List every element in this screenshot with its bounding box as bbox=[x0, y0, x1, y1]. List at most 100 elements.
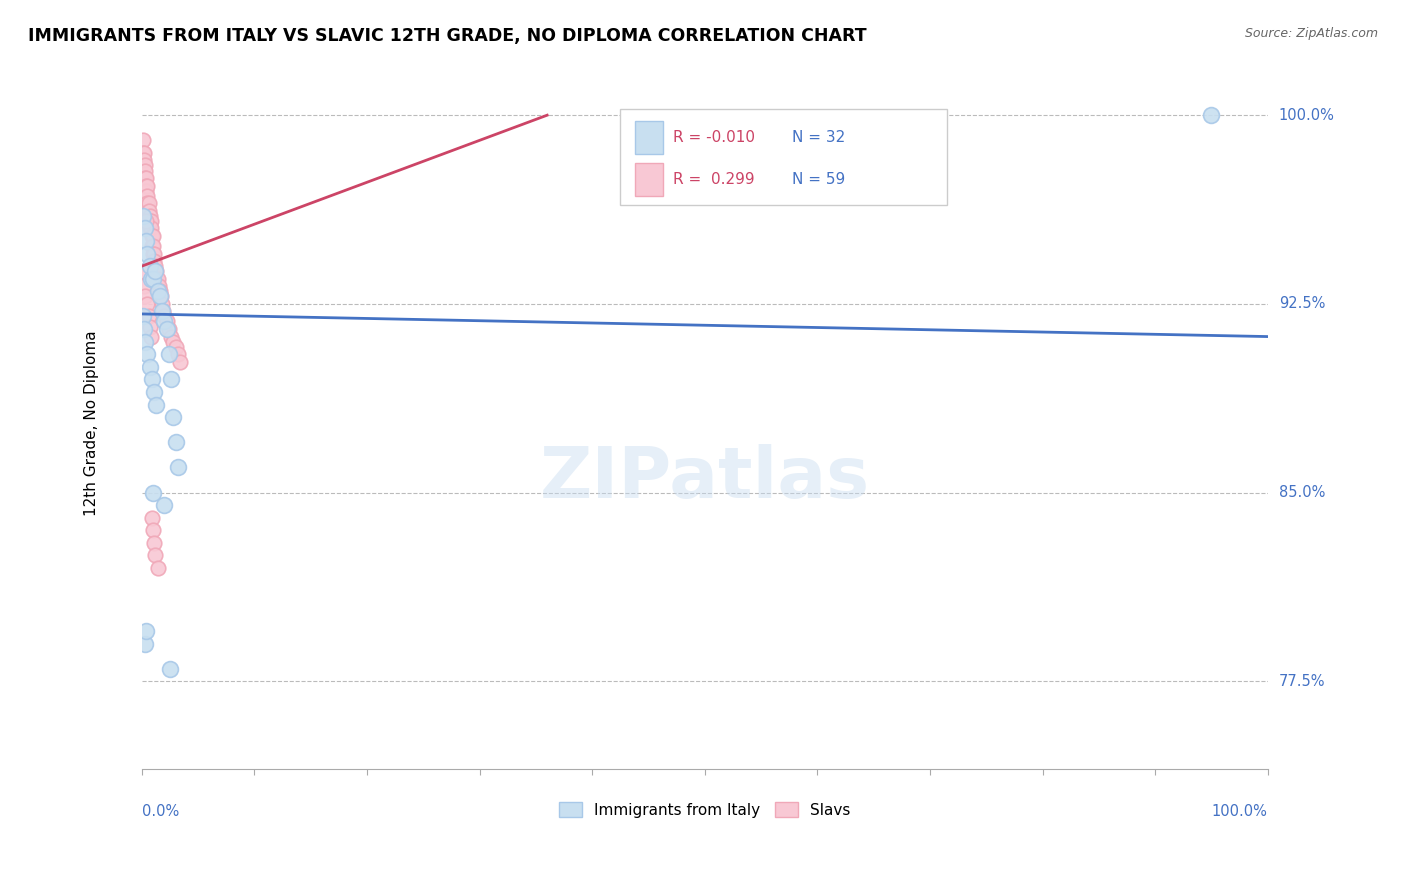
Text: 12th Grade, No Diploma: 12th Grade, No Diploma bbox=[84, 331, 98, 516]
Point bbox=[146, 561, 169, 575]
Point bbox=[135, 624, 157, 638]
Point bbox=[153, 498, 176, 512]
Point bbox=[165, 340, 187, 354]
Point bbox=[142, 246, 165, 260]
Point bbox=[169, 355, 191, 369]
Point bbox=[132, 209, 155, 223]
Point bbox=[134, 289, 156, 303]
Text: 100.0%: 100.0% bbox=[1279, 108, 1334, 123]
Point bbox=[153, 314, 176, 328]
Text: N = 59: N = 59 bbox=[792, 172, 845, 187]
Text: 85.0%: 85.0% bbox=[1279, 485, 1326, 500]
Point bbox=[135, 234, 157, 248]
Text: N = 32: N = 32 bbox=[792, 129, 845, 145]
Point bbox=[132, 310, 155, 324]
Point bbox=[148, 285, 170, 299]
Point bbox=[141, 510, 163, 524]
Point bbox=[1201, 108, 1223, 122]
Text: 100.0%: 100.0% bbox=[1212, 804, 1268, 819]
Point bbox=[150, 304, 173, 318]
Point bbox=[148, 279, 170, 293]
Point bbox=[162, 334, 184, 349]
Point bbox=[145, 264, 167, 278]
Point bbox=[162, 410, 184, 425]
Point bbox=[132, 264, 155, 278]
Legend: Immigrants from Italy, Slavs: Immigrants from Italy, Slavs bbox=[553, 797, 856, 824]
Point bbox=[167, 460, 190, 475]
Text: 77.5%: 77.5% bbox=[1279, 673, 1326, 689]
Point bbox=[132, 133, 155, 147]
Point bbox=[157, 322, 180, 336]
Point bbox=[146, 285, 169, 299]
Point bbox=[138, 214, 160, 228]
Point bbox=[146, 271, 169, 285]
Point bbox=[132, 145, 155, 160]
FancyBboxPatch shape bbox=[636, 120, 664, 153]
Point bbox=[132, 322, 155, 336]
Text: R =  0.299: R = 0.299 bbox=[673, 172, 755, 187]
Text: 92.5%: 92.5% bbox=[1279, 296, 1326, 311]
Point bbox=[155, 322, 177, 336]
Point bbox=[139, 329, 162, 343]
Point bbox=[134, 636, 156, 650]
FancyBboxPatch shape bbox=[620, 109, 946, 205]
Point bbox=[134, 171, 156, 186]
Point bbox=[152, 304, 174, 318]
Point bbox=[143, 264, 166, 278]
Point bbox=[138, 196, 160, 211]
Point bbox=[159, 662, 181, 676]
Point bbox=[134, 221, 156, 235]
Text: R = -0.010: R = -0.010 bbox=[673, 129, 755, 145]
Point bbox=[138, 221, 160, 235]
Point bbox=[135, 178, 157, 193]
Point bbox=[135, 171, 157, 186]
FancyBboxPatch shape bbox=[636, 163, 664, 196]
Point bbox=[136, 246, 159, 260]
Point bbox=[134, 159, 156, 173]
Point bbox=[143, 254, 166, 268]
Point bbox=[141, 229, 163, 244]
Text: Source: ZipAtlas.com: Source: ZipAtlas.com bbox=[1244, 27, 1378, 40]
Point bbox=[142, 229, 165, 244]
Point bbox=[145, 397, 167, 411]
Point bbox=[136, 297, 159, 311]
Point bbox=[141, 239, 163, 253]
Point bbox=[150, 297, 173, 311]
Point bbox=[143, 536, 166, 550]
Point bbox=[142, 271, 165, 285]
Point bbox=[132, 153, 155, 168]
Point bbox=[136, 178, 159, 193]
Point bbox=[135, 214, 157, 228]
Point bbox=[149, 289, 172, 303]
Point bbox=[143, 246, 166, 260]
Point bbox=[149, 289, 172, 303]
Point bbox=[145, 271, 167, 285]
Point bbox=[160, 372, 183, 386]
Point bbox=[143, 264, 166, 278]
Point bbox=[142, 239, 165, 253]
Point bbox=[143, 549, 166, 563]
Point bbox=[136, 196, 159, 211]
Point bbox=[138, 259, 160, 273]
Text: 0.0%: 0.0% bbox=[142, 804, 179, 819]
Point bbox=[134, 163, 156, 178]
Point bbox=[149, 285, 172, 299]
Point bbox=[138, 359, 160, 374]
Point bbox=[153, 310, 176, 324]
Point bbox=[143, 384, 166, 399]
Point bbox=[165, 435, 187, 450]
Point bbox=[139, 271, 162, 285]
Point bbox=[138, 203, 160, 218]
Point bbox=[136, 188, 159, 202]
Point bbox=[138, 319, 160, 334]
Point bbox=[142, 485, 165, 500]
Point bbox=[157, 347, 180, 361]
Point bbox=[136, 347, 159, 361]
Point bbox=[139, 221, 162, 235]
Point bbox=[142, 524, 165, 538]
Text: ZIPatlas: ZIPatlas bbox=[540, 444, 870, 513]
Point bbox=[134, 334, 156, 349]
Point bbox=[132, 145, 155, 160]
Point bbox=[167, 347, 190, 361]
Point bbox=[138, 310, 160, 324]
